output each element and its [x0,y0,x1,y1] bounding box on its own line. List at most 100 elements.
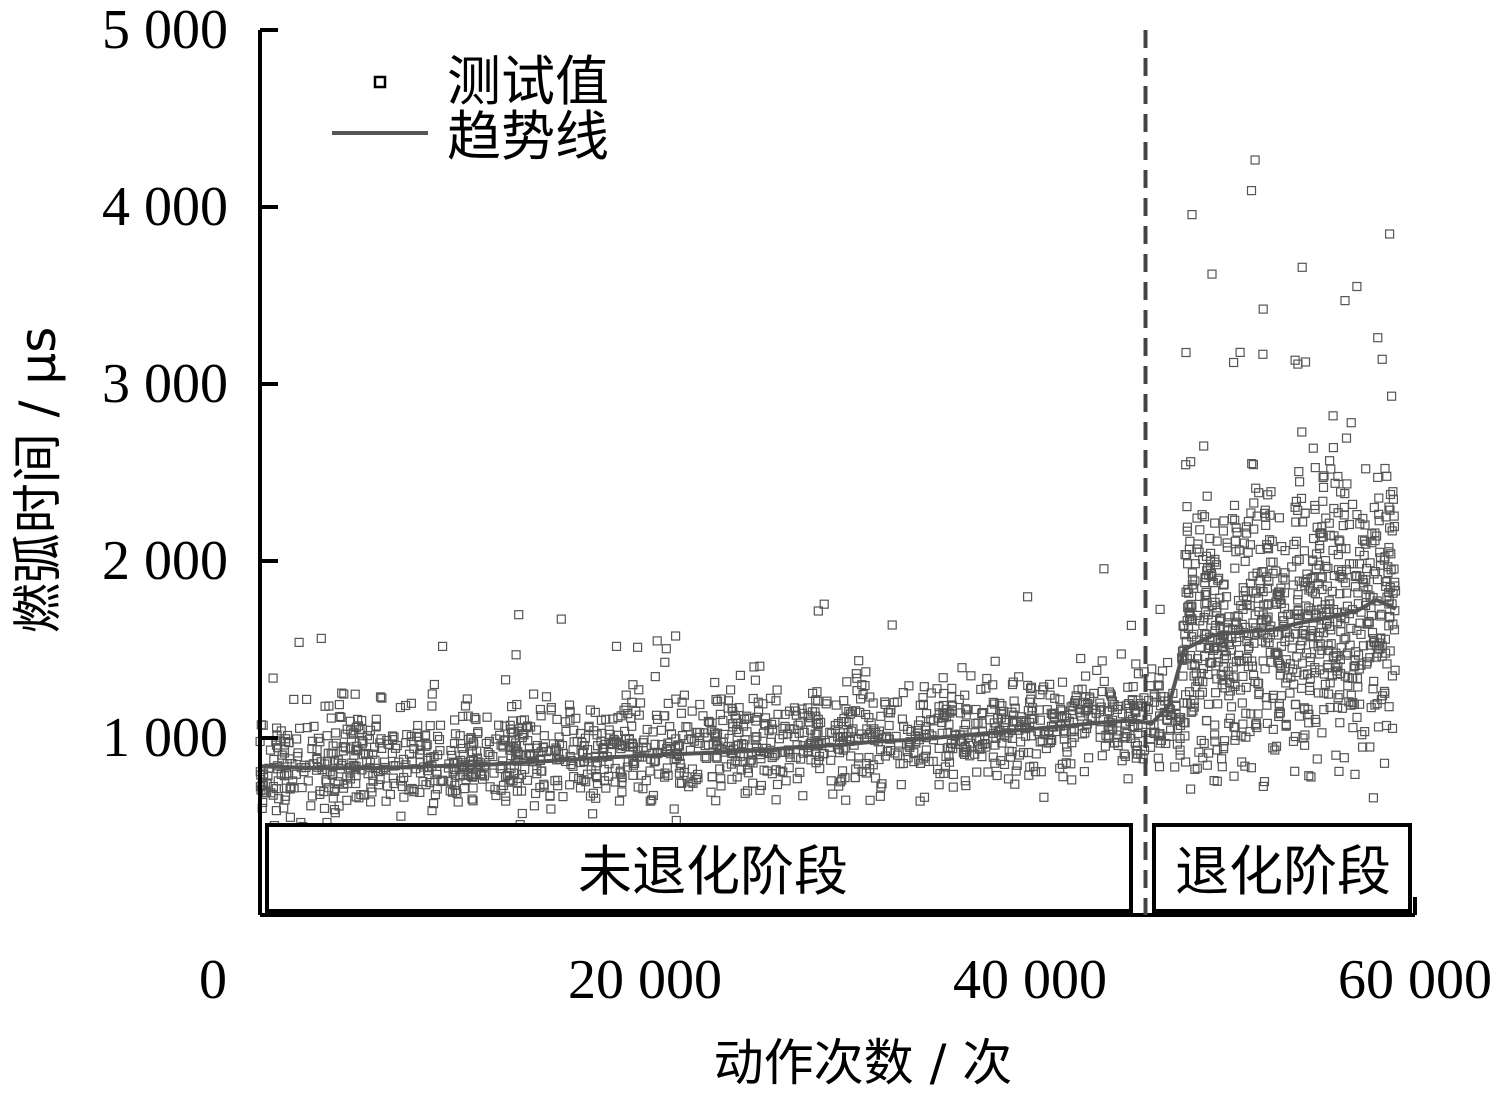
scatter-point [1205,533,1215,544]
scatter-point [1023,680,1033,691]
scatter-point [1207,600,1217,611]
scatter-point [1358,641,1369,651]
scatter-point [1367,538,1377,548]
scatter-point [1179,698,1189,708]
scatter-point [1076,653,1086,664]
scatter-point [504,777,514,787]
scatter-point [766,737,776,747]
scatter-point [506,724,516,734]
scatter-point [500,721,510,731]
scatter-point [1290,699,1301,709]
scatter-point [302,694,312,705]
scatter-point [591,771,602,782]
legend: 测试值 趋势线 [332,50,609,168]
scatter-point [539,781,549,791]
scatter-point [1249,498,1259,508]
scatter-point [1274,513,1285,523]
scatter-point [876,782,886,792]
scatter-point [965,751,975,761]
scatter-point [518,728,528,739]
scatter-point [781,776,791,786]
scatter-point [1344,519,1355,530]
scatter-point [977,708,987,719]
scatter-point [1362,657,1372,667]
scatter-point [1377,354,1387,364]
scatter-point [364,734,374,744]
scatter-point [1248,670,1259,681]
scatter-point [815,717,826,728]
scatter-point [858,689,868,700]
scatter-point [1381,720,1392,731]
scatter-point [1375,547,1385,557]
scatter-point [648,727,658,737]
scatter-point [613,712,623,723]
scatter-point [333,777,343,787]
scatter-point [468,783,478,793]
scatter-point [1230,563,1240,573]
scatter-point [1182,502,1192,512]
scatter-point [331,728,341,738]
scatter-point [1290,731,1301,742]
scatter-point [1377,651,1387,661]
scatter-point [919,682,929,692]
scatter-point [1213,573,1224,583]
scatter-point [1374,493,1384,503]
scatter-point [1361,575,1371,585]
scatter-point [1209,730,1220,740]
scatter-point [1079,766,1090,777]
scatter-point [532,769,542,779]
scatter-point [1367,627,1378,638]
scatter-point [1230,679,1240,689]
scatter-point [719,729,729,740]
scatter-point [1352,712,1362,723]
scatter-point [1240,761,1250,771]
scatter-point [715,764,725,774]
scatter-point [297,782,307,793]
scatter-point [427,805,437,816]
scatter-point [1190,559,1200,569]
scatter-point [1333,471,1343,482]
scatter-point [753,706,764,717]
scatter-point [1097,656,1107,666]
scatter-point [336,712,346,723]
scatter-point [1258,304,1268,314]
scatter-point [1199,651,1210,661]
scatter-point [1258,349,1268,359]
scatter-point [833,718,843,729]
scatter-point [1321,561,1331,572]
scatter-point [536,711,546,721]
scatter-point [798,791,808,801]
scatter-point [1334,535,1344,545]
scatter-point [1195,690,1205,700]
scatter-point [1055,695,1065,705]
scatter-point [806,755,816,765]
scatter-point [289,694,299,705]
scatter-point [876,711,886,721]
scatter-point [1290,766,1300,776]
scatter-point [892,750,903,760]
scatter-point [564,700,575,710]
scatter-point [1121,731,1131,742]
scatter-point [895,759,905,769]
scatter-point [285,754,295,764]
scatter-point [1105,689,1116,699]
scatter-point [1384,547,1394,557]
scatter-point [433,731,443,742]
y-tick-label: 5 000 [102,0,228,61]
scatter-point [1340,489,1350,499]
scatter-point [915,796,925,806]
scatter-point [496,785,506,795]
scatter-point [1308,572,1318,583]
scatter-point [1030,767,1041,777]
scatter-point [1354,699,1365,709]
scatter-point [783,729,793,739]
scatter-point [1059,728,1069,738]
scatter-point [736,765,746,775]
scatter-point [1248,460,1259,470]
scatter-point [1319,471,1329,481]
scatter-point [357,735,367,746]
scatter-point [435,720,446,730]
scatter-point [307,743,317,754]
scatter-point [1360,520,1370,530]
scatter-point [339,779,349,789]
